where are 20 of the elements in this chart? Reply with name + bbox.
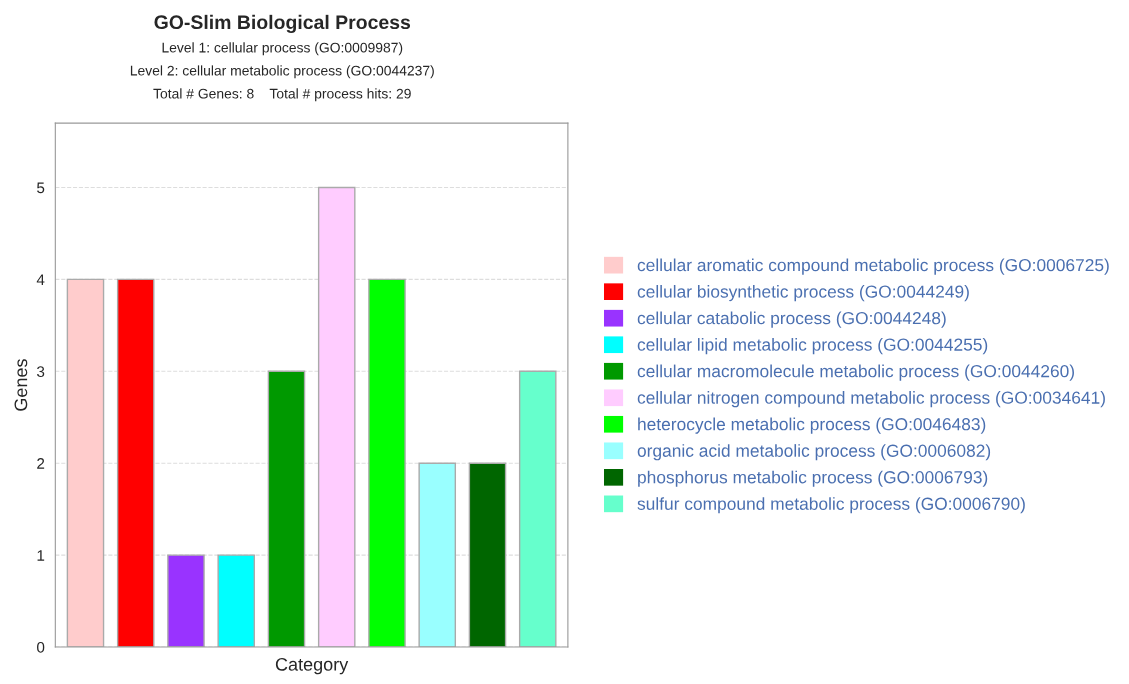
legend-label: cellular catabolic process (GO:0044248) [637,311,946,328]
y-tick-label: 5 [37,182,45,194]
legend-label: phosphorus metabolic process (GO:0006793) [638,470,988,487]
legend-label: cellular macromolecule metabolic process (GO:0044260) [637,364,1074,381]
y-tick-label: 3 [36,366,45,377]
y-axis-title: Genes [14,359,28,411]
y-tick-label: 0 [37,641,45,653]
y-tick-label: 2 [37,458,45,469]
y-tick-label: 1 [37,550,45,561]
chart-subtitle: Level 1: cellular process (GO:0009987) Level 2: cellular metabolic process (GO:0044237) Total # Genes: 8 Total # process hits: 29 [130,42,434,102]
legend-label: cellular lipid metabolic process (GO:0044255) [637,338,988,355]
legend-label: heterocycle metabolic process (GO:0046483) [638,417,986,434]
legend-label: cellular biosynthetic process (GO:0044249) [637,285,969,302]
legend-label: sulfur compound metabolic process (GO:0006790) [637,497,1025,514]
x-axis-title: Category [275,657,349,675]
legend-label: cellular aromatic compound metabolic process (GO:0006725) [637,258,1109,275]
legend-label: cellular nitrogen compound metabolic process (GO:0034641) [637,391,1105,408]
chart-title: GO-Slim Biological Process [154,14,411,34]
legend-label: organic acid metabolic process (GO:0006082) [637,444,991,461]
y-tick-label: 4 [36,274,45,285]
